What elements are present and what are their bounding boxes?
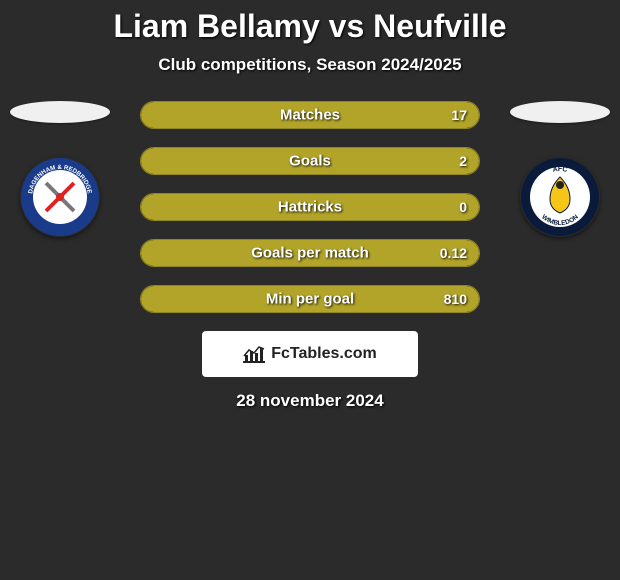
subtitle: Club competitions, Season 2024/2025 [0,55,620,75]
svg-text:1992: 1992 [52,214,68,221]
stats-area: DAGENHAM & REDBRIDGE 1992 AFC WIMBLEDON [0,101,620,313]
crest-right-svg: AFC WIMBLEDON [520,157,600,237]
chart-icon [243,345,265,363]
club-crest-right: AFC WIMBLEDON [520,157,600,237]
svg-text:AFC: AFC [552,166,568,174]
bar-label: Matches [280,107,340,124]
bar-label: Min per goal [266,291,354,308]
stat-bar: Matches 17 [140,101,480,129]
player-left-placeholder [10,101,110,123]
bar-value: 810 [444,291,467,307]
stat-bar: Min per goal 810 [140,285,480,313]
date-text: 28 november 2024 [0,391,620,411]
bar-label: Goals [289,153,331,170]
stat-bar: Goals per match 0.12 [140,239,480,267]
stat-bars: Matches 17 Goals 2 Hattricks 0 Goals per match… [140,101,480,313]
crest-left-svg: DAGENHAM & REDBRIDGE 1992 [20,157,100,237]
comparison-card: Liam Bellamy vs Neufville Club competiti… [0,0,620,411]
bar-value: 2 [459,153,467,169]
stat-bar: Hattricks 0 [140,193,480,221]
watermark: FcTables.com [202,331,418,377]
bar-value: 0.12 [440,245,467,261]
watermark-text: FcTables.com [271,345,377,363]
bar-value: 0 [459,199,467,215]
bar-label: Goals per match [251,245,369,262]
page-title: Liam Bellamy vs Neufville [0,8,620,45]
stat-bar: Goals 2 [140,147,480,175]
player-right-placeholder [510,101,610,123]
club-crest-left: DAGENHAM & REDBRIDGE 1992 [20,157,100,237]
bar-value: 17 [451,107,467,123]
bar-label: Hattricks [278,199,342,216]
